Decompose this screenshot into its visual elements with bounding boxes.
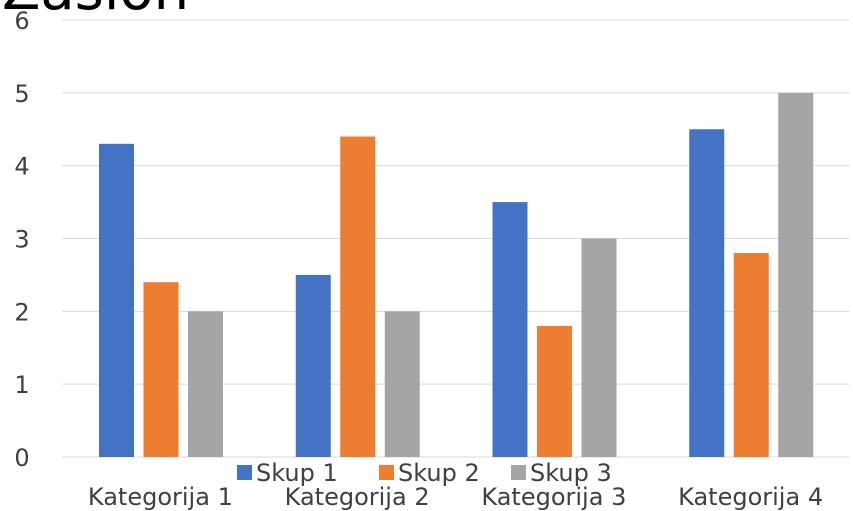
chart-title: Zaslon (2, 0, 189, 23)
y-tick-label: 3 (14, 226, 29, 254)
x-axis-category-labels: Kategorija 1 Kategorija 2 Kategorija 3 Kate… (88, 483, 823, 511)
bar-skup-3-4 (778, 92, 814, 457)
bar-skup-1-4 (689, 129, 725, 457)
bar-skup-1-2 (295, 274, 331, 457)
bar-skup-3-1 (188, 311, 223, 457)
gridlines (62, 19, 849, 458)
legend-label: Skup 3 (530, 459, 612, 487)
bar-skup-2-3 (537, 325, 572, 457)
x-category-label: Kategorija 3 (481, 483, 626, 511)
bar-skup-2-1 (143, 282, 179, 457)
y-tick-label: 6 (14, 7, 29, 35)
bar-skup-2-4 (733, 253, 769, 457)
legend-swatch (237, 465, 252, 480)
legend-label: Skup 1 (256, 459, 338, 487)
y-tick-label: 2 (14, 298, 29, 326)
x-category-label: Kategorija 4 (678, 483, 823, 511)
legend: Skup 1 Skup 2 Skup 3 (237, 459, 612, 487)
legend-label: Skup 2 (398, 459, 480, 487)
y-tick-label: 5 (14, 80, 29, 108)
legend-swatch (379, 465, 394, 480)
bar-skup-1-3 (492, 202, 528, 457)
y-tick-label: 0 (14, 444, 29, 472)
y-tick-label: 4 (14, 153, 29, 181)
x-category-label: Kategorija 1 (88, 483, 233, 511)
bar-skup-3-3 (581, 238, 617, 457)
bar-skup-1-1 (99, 143, 134, 458)
y-tick-label: 1 (14, 371, 29, 399)
legend-swatch (511, 465, 526, 480)
bar-skup-3-2 (384, 311, 420, 457)
x-category-label: Kategorija 2 (285, 483, 430, 511)
bars (99, 92, 814, 458)
y-axis-tick-labels: 0 1 2 3 4 5 6 (14, 7, 29, 472)
bar-skup-2-2 (340, 136, 376, 458)
